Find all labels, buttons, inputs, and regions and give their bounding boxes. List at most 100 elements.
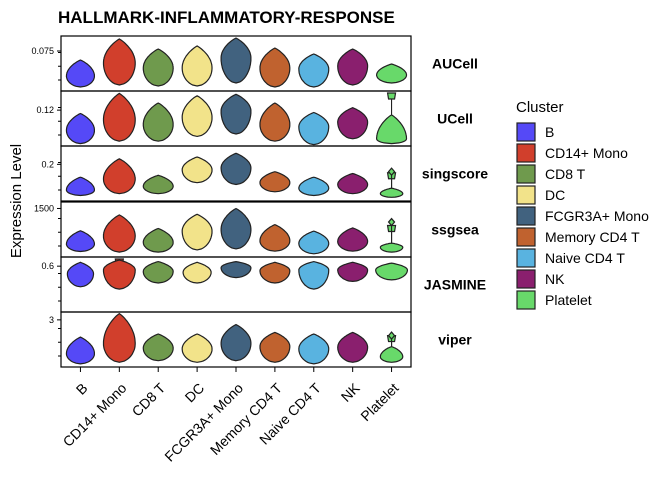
violin-ucell-b xyxy=(65,112,95,145)
violin-singscore-cd14-mono xyxy=(102,158,136,195)
violin-body xyxy=(181,333,213,363)
violin-aucell-b xyxy=(65,59,95,88)
legend-key xyxy=(516,269,536,289)
violin-ssgsea-naive-cd4-t xyxy=(298,230,330,255)
violin-aucell-nk xyxy=(337,48,369,86)
violin-ucell-cd14-mono xyxy=(102,92,136,142)
strip-label-ssgsea: ssgsea xyxy=(431,222,479,238)
violin-jasmine-cd8-t xyxy=(142,260,174,284)
legend-item-naive-cd4-t: Naive CD4 T xyxy=(516,248,625,268)
legend-label: Platelet xyxy=(545,292,592,308)
violin-singscore-dc xyxy=(181,156,213,184)
violin-body xyxy=(102,259,136,290)
violin-body xyxy=(102,312,136,363)
violin-jasmine-cd14-mono xyxy=(102,258,136,290)
violin-singscore-memory-cd4-t xyxy=(259,171,291,193)
violin-singscore-cd8-t xyxy=(142,174,174,195)
violin-body xyxy=(65,112,95,145)
x-tick-label-platelet: Platelet xyxy=(357,380,401,424)
violin-body xyxy=(220,323,252,362)
panels-group: 0.075 0.12 0.2 1500 0.6 3 xyxy=(31,35,412,368)
chart-title: HALLMARK-INFLAMMATORY-RESPONSE xyxy=(58,8,395,27)
violin-jasmine-naive-cd4-t xyxy=(298,260,330,290)
violin-outlier-point xyxy=(387,331,396,340)
legend-key xyxy=(516,164,536,184)
strip-label-singscore: singscore xyxy=(422,166,488,182)
violin-body xyxy=(298,111,330,146)
legend-key xyxy=(516,122,536,142)
panel-jasmine: 0.6 xyxy=(41,256,412,313)
violin-ssgsea-cd8-t xyxy=(142,227,174,253)
y-tick-label: 0.075 xyxy=(31,46,54,56)
violin-body xyxy=(142,48,174,87)
violin-viper-fcgr3a-mono xyxy=(220,323,252,362)
legend-label: Memory CD4 T xyxy=(545,229,640,245)
violin-body xyxy=(259,171,291,193)
violin-aucell-cd14-mono xyxy=(102,38,136,86)
violin-body xyxy=(259,223,291,252)
y-tick-label: 0.6 xyxy=(41,261,54,271)
violin-singscore-platelet xyxy=(379,167,404,198)
violin-ucell-fcgr3a-mono xyxy=(220,93,252,135)
violin-ssgsea-memory-cd4-t xyxy=(259,223,291,252)
violin-body xyxy=(298,230,330,255)
violin-body xyxy=(66,261,95,288)
violin-singscore-nk xyxy=(337,172,369,195)
violin-body xyxy=(142,174,174,195)
violin-aucell-cd8-t xyxy=(142,48,174,87)
violin-body xyxy=(337,227,369,252)
violin-body xyxy=(298,333,330,365)
violin-ssgsea-cd14-mono xyxy=(102,214,136,253)
violin-ucell-cd8-t xyxy=(142,102,174,142)
legend-label: DC xyxy=(545,187,565,203)
legend-item-dc: DC xyxy=(516,185,565,205)
violin-jasmine-dc xyxy=(182,261,212,284)
violin-body xyxy=(337,172,369,195)
violin-body xyxy=(181,95,213,138)
violin-viper-nk xyxy=(337,331,369,363)
violin-body xyxy=(65,336,95,365)
legend-label: CD8 T xyxy=(545,166,586,182)
legend-key xyxy=(516,143,536,163)
y-axis-label: Expression Level xyxy=(8,144,25,258)
legend-label: Naive CD4 T xyxy=(545,250,625,266)
legend-label: B xyxy=(545,124,554,140)
violin-ssgsea-nk xyxy=(337,227,369,252)
violin-ssgsea-fcgr3a-mono xyxy=(220,207,252,250)
violin-body xyxy=(182,261,212,284)
violin-body xyxy=(65,59,95,88)
violin-body xyxy=(379,187,404,198)
violin-singscore-b xyxy=(65,176,95,197)
violin-body xyxy=(181,45,213,87)
violin-aucell-memory-cd4-t xyxy=(259,47,291,88)
violin-ucell-dc xyxy=(181,95,213,138)
legend-title: Cluster xyxy=(516,99,564,116)
violin-jasmine-platelet xyxy=(375,262,408,281)
violin-body xyxy=(220,152,252,186)
violin-viper-b xyxy=(65,336,95,365)
violin-singscore-fcgr3a-mono xyxy=(220,152,252,186)
violin-body xyxy=(181,213,213,251)
legend-key xyxy=(516,227,536,247)
legend-key xyxy=(516,206,536,226)
strip-label-aucell: AUCell xyxy=(432,56,478,72)
legend-label: CD14+ Mono xyxy=(545,145,628,161)
y-tick-label: 3 xyxy=(49,315,54,325)
violin-aucell-naive-cd4-t xyxy=(298,53,330,88)
legend-key xyxy=(516,248,536,268)
violin-viper-cd8-t xyxy=(142,333,174,362)
strip-label-viper: viper xyxy=(438,332,472,348)
violin-body xyxy=(375,262,408,281)
violin-body xyxy=(142,227,174,253)
panel-strip-labels: AUCell UCell singscore ssgsea JASMINE viper xyxy=(422,56,488,348)
violin-body xyxy=(298,260,330,290)
x-tick-label-cd14-mono: CD14+ Mono xyxy=(60,380,130,450)
x-tick-label-cd8-t: CD8 T xyxy=(129,379,169,419)
violin-body xyxy=(337,107,369,140)
violin-viper-platelet xyxy=(379,331,404,363)
violin-ssgsea-platelet xyxy=(379,217,404,253)
violin-viper-memory-cd4-t xyxy=(259,331,291,363)
violin-body xyxy=(220,207,252,250)
violin-jasmine-fcgr3a-mono xyxy=(220,260,252,279)
